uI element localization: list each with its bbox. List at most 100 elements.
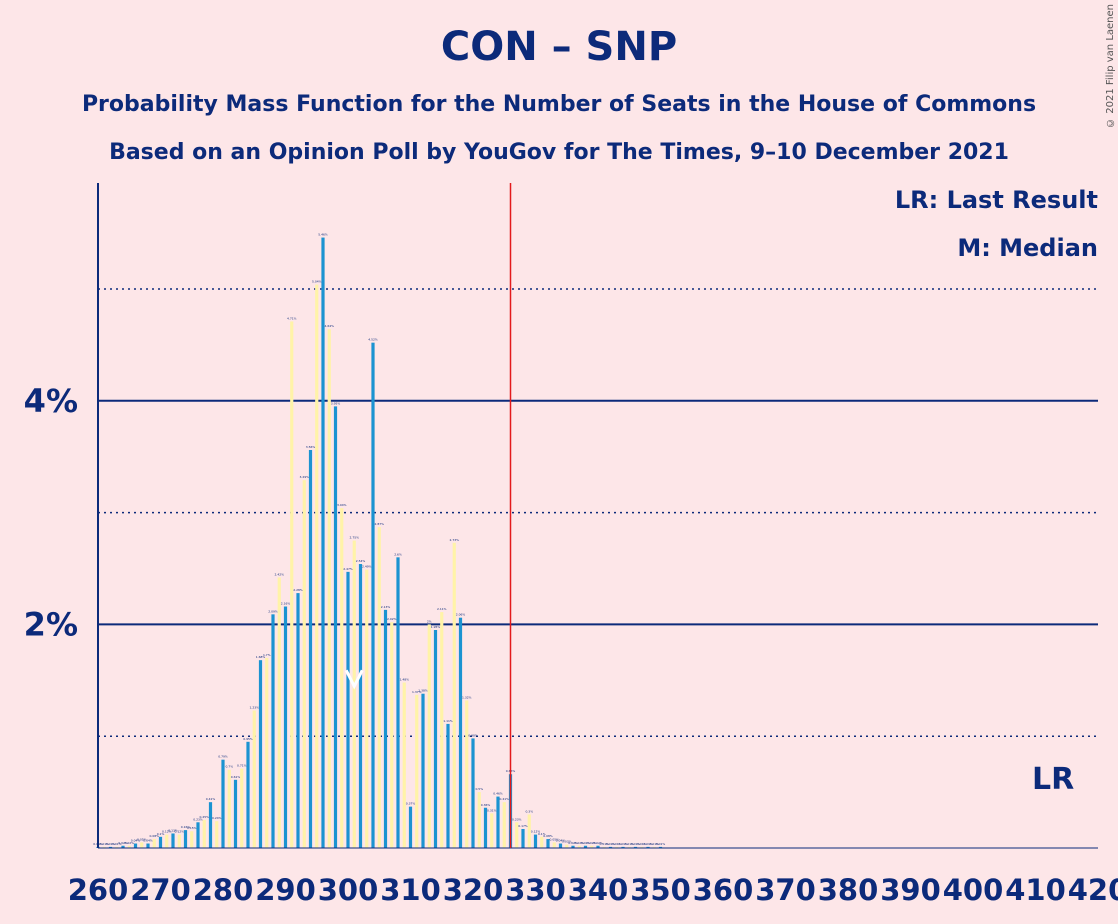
bar-331 [540,837,543,848]
bar-295 [315,285,318,848]
bar-273 [178,835,181,848]
bar-series: 0.01%0.01%0.01%0.01%0.02%0.02%0.04%0.05%… [93,233,665,848]
bar-label-327: 0.23% [512,817,522,821]
bar-277 [203,820,206,848]
bar-label-279: 0.24% [212,816,222,820]
bar-label-307: 2.02% [387,617,397,621]
bar-320 [471,738,474,848]
bar-label-317: 2.73% [449,538,459,542]
bar-311 [415,695,418,848]
bar-label-290: 2.16% [281,602,291,606]
bar-label-316: 1.11% [443,719,453,723]
bar-280 [221,760,224,848]
bar-label-329: 0.3% [525,809,533,813]
bar-272 [171,833,174,848]
bar-label-287: 1.7% [263,653,271,657]
x-tick-label: 350 [630,873,691,907]
legend-last-result: LR: Last Result [895,186,1098,214]
bar-288 [271,614,274,848]
bar-281 [228,770,231,848]
bar-318 [459,618,462,848]
y-tick-label: 4% [24,382,78,420]
bar-label-298: 3.95% [331,401,341,405]
x-tick-label: 420 [1068,873,1118,907]
bar-312 [421,694,424,848]
x-tick-label: 410 [1005,873,1066,907]
bar-label-295: 5.04% [312,280,322,284]
bar-label-291: 4.71% [287,316,297,320]
bar-279 [215,821,218,848]
bar-300 [346,572,349,848]
bar-label-318: 2.06% [456,613,466,617]
x-tick-labels: 260 270 280 290 300 310 320 330 340 350 360 370 380 3… [68,873,1118,907]
bar-328 [521,829,524,848]
bar-label-328: 0.17% [518,824,528,828]
bar-315 [440,612,443,848]
last-result-label: LR [1032,762,1074,797]
bar-316 [446,724,449,848]
bar-314 [434,630,437,848]
bar-293 [303,480,306,848]
legend-median: M: Median [957,234,1098,262]
bar-label-321: 0.5% [475,787,483,791]
bar-278 [209,802,212,848]
bar-label-280: 0.79% [218,755,228,759]
bar-306 [384,610,387,848]
bar-label-313: 2% [427,619,432,623]
bar-309 [403,683,406,848]
bar-label-297: 4.64% [324,324,334,328]
bar-label-323: 0.31% [487,808,497,812]
bar-label-268: 0.04% [143,839,153,843]
bar-323 [490,813,493,848]
bar-label-315: 2.11% [437,607,447,611]
bar-285 [253,710,256,848]
bar-label-288: 2.09% [268,609,278,613]
x-tick-label: 280 [193,873,254,907]
bar-334 [559,844,562,848]
bar-276 [196,822,199,848]
bar-label-278: 0.41% [206,797,216,801]
x-tick-label: 260 [68,873,129,907]
bar-label-284: 0.95% [243,737,253,741]
bar-label-305: 2.87% [374,522,384,526]
bar-290 [284,607,287,848]
bar-label-309: 1.48% [399,678,409,682]
bar-label-302: 2.54% [356,559,366,563]
bar-label-296: 5.46% [318,233,328,237]
bar-271 [165,835,168,848]
bar-label-292: 2.28% [293,588,303,592]
bar-291 [290,321,293,848]
x-tick-label: 370 [755,873,816,907]
bar-298 [334,406,337,848]
bar-301 [353,541,356,848]
x-tick-label: 330 [505,873,566,907]
bar-302 [359,564,362,848]
bar-330 [534,835,537,848]
bar-label-308: 2.6% [394,552,402,556]
bar-268 [146,844,149,848]
bar-317 [453,543,456,848]
bar-307 [390,622,393,848]
bar-label-324: 0.46% [493,792,503,796]
bar-label-283: 0.71% [237,764,247,768]
bar-321 [478,792,481,848]
x-tick-label: 320 [443,873,504,907]
bar-283 [240,769,243,848]
bar-label-273: 0.12% [174,830,184,834]
y-tick-label: 2% [24,605,78,643]
bar-269 [153,839,156,848]
bar-label-301: 2.75% [349,536,359,540]
bar-275 [190,831,193,848]
bar-296 [321,238,324,848]
bar-294 [309,450,312,848]
bar-292 [296,593,299,848]
bar-289 [278,577,281,848]
bar-label-282: 0.61% [231,775,241,779]
bar-label-300: 2.47% [343,567,353,571]
bar-335 [565,845,568,848]
bar-303 [365,570,368,848]
bar-label-320: 0.98% [468,733,478,737]
bar-267 [140,842,143,848]
bar-274 [184,830,187,848]
